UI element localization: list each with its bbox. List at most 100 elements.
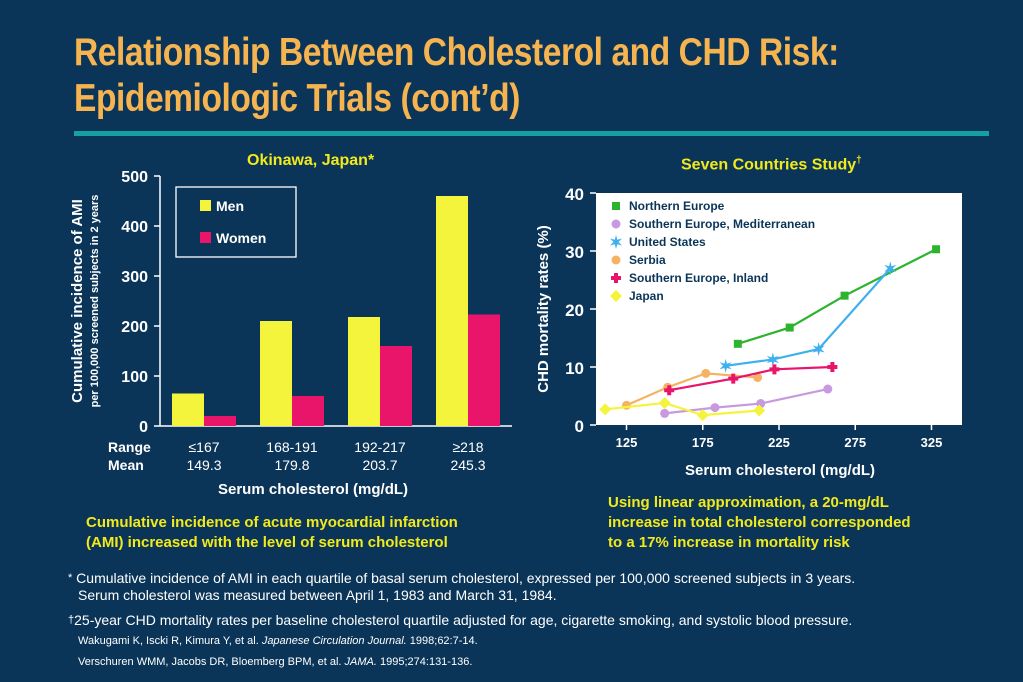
left-y-axis-title: Cumulative incidence of AMI [69,199,86,403]
slide-title-line2: Epidemiologic Trials (cont’d) [74,77,520,120]
reference-2-journal: JAMA. [344,656,377,668]
legend-men-swatch [200,200,211,211]
bar-men [172,393,204,426]
line-japan [605,401,760,417]
bar-women [204,416,236,426]
title-divider [74,131,989,136]
legend-men-label: Men [216,198,244,214]
left-y-tick-label: 0 [139,419,148,436]
footnote-star-line2: Serum cholesterol was measured between A… [78,587,557,603]
left-y-tick-label: 200 [121,319,148,336]
right-y-tick-label: 20 [565,301,584,320]
footnote-dagger-line: 25-year CHD mortality rates per baseline… [74,612,853,628]
point-united-states [884,261,897,276]
point-southern-europe-mediterranean [660,408,670,418]
point-serbia [701,368,711,378]
left-caption-line1: Cumulative incidence of acute myocardial… [86,514,458,531]
bar-men [260,321,292,426]
bar-women [468,314,500,426]
bar-women [380,346,412,426]
point-northern-europe [785,323,794,332]
point-united-states [719,358,732,373]
right-x-tick-label: 225 [768,435,790,450]
left-y-tick-label: 400 [121,219,148,236]
point-northern-europe [840,291,849,300]
point-southern-europe-mediterranean [823,384,833,394]
right-y-tick-label: 0 [575,417,584,436]
left-caption-line2: (AMI) increased with the level of serum … [86,534,448,551]
legend-marker-serbia [611,255,621,265]
left-x-tick-label: ≤167 [188,439,219,455]
point-serbia [753,372,763,382]
right-y-tick-label: 10 [565,359,584,378]
legend-label-united-states: United States [629,235,706,249]
point-northern-europe [932,245,941,254]
right-chart-title: Seven Countries Study† [681,155,862,174]
left-x-axis-title: Serum cholesterol (mg/dL) [218,481,409,498]
left-x-tick-label: 168-191 [266,439,318,455]
point-southern-europe-mediterranean [710,403,720,413]
point-northern-europe [733,339,742,348]
line-united-states [725,267,892,367]
right-caption: Using linear approximation, a 20-mg/dL i… [608,493,911,553]
right-chart-title-text: Seven Countries Study [681,156,857,174]
left-y-tick-label: 100 [121,369,148,386]
left-mean-label: 245.3 [450,457,485,473]
left-y-axis-subtitle: per 100,000 screened subjects in 2 years [89,195,101,408]
reference-2: Verschuren WMM, Jacobs DR, Bloemberg BPM… [78,656,472,668]
left-mean-label: 203.7 [362,457,397,473]
footnote-star-mark: * [68,572,73,584]
left-x-tick-label: 192-217 [354,439,406,455]
right-y-axis-title: CHD mortality rates (%) [535,225,552,393]
point-southern-europe-inland [728,373,739,384]
legend-women-swatch [200,232,211,243]
right-x-axis-title: Serum cholesterol (mg/dL) [685,462,876,479]
legend-marker-united-states [609,235,623,249]
reference-1: Wakugami K, Iscki R, Kimura Y, et al. Ja… [78,635,478,647]
footnote-dagger: †25-year CHD mortality rates per baselin… [68,612,852,629]
left-mean-label: 149.3 [186,457,221,473]
right-caption-line2: increase in total cholesterol correspond… [608,514,911,531]
right-x-tick-label: 325 [921,435,943,450]
point-united-states [812,342,825,356]
point-southern-europe-inland [664,385,675,396]
point-japan [658,396,671,409]
bar-women [292,396,324,426]
left-caption: Cumulative incidence of acute myocardial… [86,513,458,553]
legend-label-japan: Japan [629,289,664,303]
slide-title: Relationship Between Cholesterol and CHD… [74,30,874,122]
right-plot-area [596,193,962,425]
legend-women-label: Women [216,230,267,246]
reference-2-details: 1995;274:131-136. [376,656,473,668]
legend-marker-northern-europe [612,202,620,210]
legend-label-serbia: Serbia [629,253,666,267]
right-x-tick-label: 275 [844,435,866,450]
legend-label-southern-europe-inland: Southern Europe, Inland [629,271,768,285]
bar-men [436,196,468,426]
reference-1-authors: Wakugami K, Iscki R, Kimura Y, et al. [78,635,262,647]
footnote-dagger-mark: † [68,614,75,626]
left-y-tick-label: 300 [121,269,148,286]
right-x-tick-label: 175 [692,435,714,450]
point-japan [599,403,612,416]
range-row-label: Range [108,439,151,455]
slide-title-line1: Relationship Between Cholesterol and CHD… [74,31,839,74]
left-chart-title: Okinawa, Japan* [247,152,375,169]
legend-marker-japan [610,290,622,302]
point-japan [753,404,766,417]
legend-label-northern-europe: Northern Europe [629,199,725,213]
footnote-star-line1: Cumulative incidence of AMI in each quar… [76,570,856,586]
left-x-tick-label: ≥218 [452,439,483,455]
point-southern-europe-inland [769,364,780,375]
bar-men [348,317,380,426]
right-y-tick-label: 30 [565,243,584,262]
point-southern-europe-inland [827,362,838,372]
legend-marker-southern-europe-mediterranean [611,219,621,229]
right-chart-title-dagger: † [856,155,862,166]
right-y-tick-label: 40 [565,185,584,204]
point-united-states [766,352,779,367]
left-mean-label: 179.8 [274,457,309,473]
reference-2-authors: Verschuren WMM, Jacobs DR, Bloemberg BPM… [78,656,345,668]
